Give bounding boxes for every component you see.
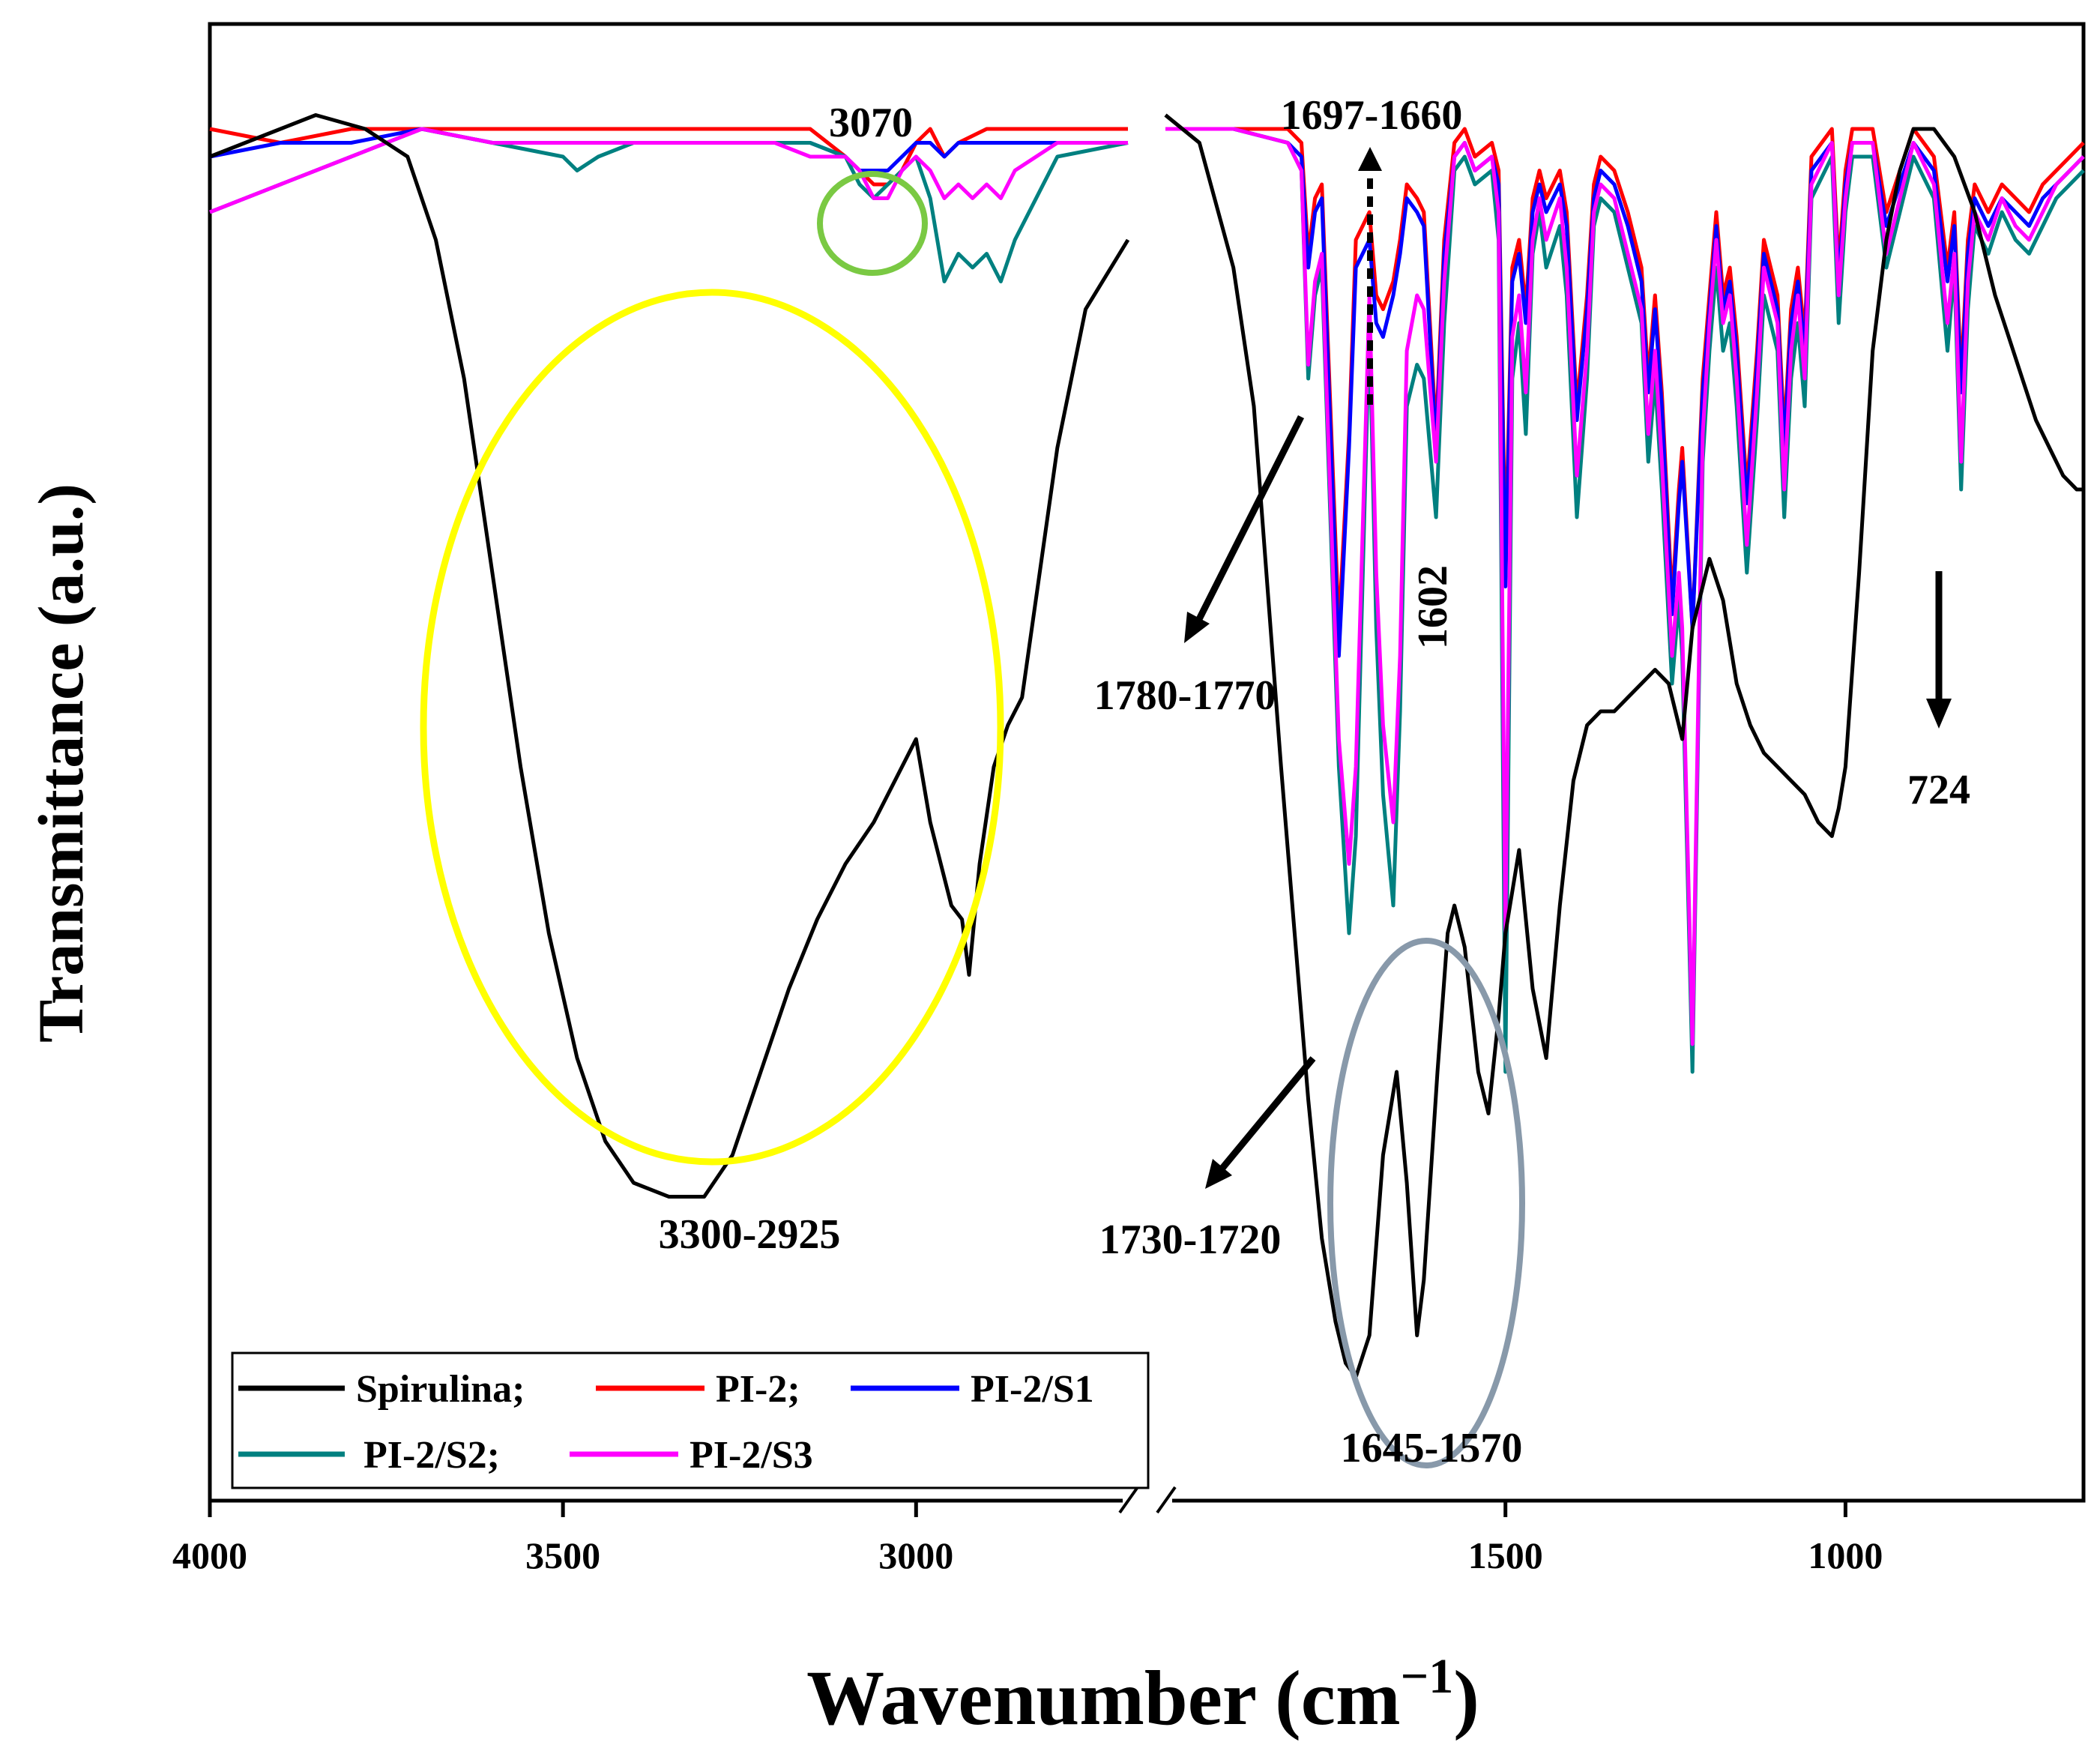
- label-1730-1720: 1730-1720: [1099, 1217, 1282, 1263]
- axis-break-mark-left: [1118, 1486, 1139, 1514]
- label-1780-1770: 1780-1770: [1094, 672, 1276, 719]
- annotation-ellipse-1645-1570: [1327, 938, 1525, 1468]
- x-tick-label-1500: 1500: [1468, 1534, 1543, 1576]
- arrow-head-1780-1770: [1184, 612, 1210, 643]
- x-axis-title: Wavenumber (cm−1): [806, 1649, 1479, 1741]
- annotation-ellipse-3300-2925: [420, 289, 1004, 1166]
- legend-label-spirulina: Spirulina;: [356, 1368, 525, 1411]
- series-pi-2-s3-segment-2: [1165, 127, 2085, 1046]
- legend-label-pi-2-s2: PI-2/S2;: [363, 1434, 500, 1477]
- series-spirulina-segment-2: [1164, 113, 2084, 1379]
- label-1645-1570: 1645-1570: [1341, 1425, 1523, 1471]
- arrow-head-1730-1720: [1205, 1159, 1232, 1189]
- series-layer: [209, 113, 2085, 1379]
- series-pi-2-s1-segment-1: [209, 127, 1128, 172]
- label-724: 724: [1907, 767, 1970, 813]
- label-3300-2925: 3300-2925: [659, 1211, 841, 1258]
- x-axis-title-close: ): [1453, 1655, 1479, 1741]
- series-pi-2-s2-segment-1: [209, 127, 1129, 283]
- label-1602: 1602: [1410, 565, 1456, 649]
- legend-label-pi-2-s3: PI-2/S3: [690, 1434, 813, 1477]
- legend: Spirulina; PI-2; PI-2/S1 PI-2/S2; PI-2/S…: [231, 1351, 1150, 1489]
- axis-break-mark-right: [1156, 1486, 1177, 1514]
- legend-box: [231, 1351, 1150, 1489]
- label-1697-1660: 1697-1660: [1281, 92, 1463, 139]
- x-tick-label-4000: 4000: [172, 1534, 247, 1576]
- arrow-1730-1720: [1217, 1056, 1316, 1173]
- series-pi-2-s3-segment-1: [209, 127, 1128, 214]
- x-ticks: 4000 3500 3000 1500 1000: [172, 1501, 1883, 1576]
- y-axis-title: Transmittance (a.u.): [25, 483, 97, 1043]
- series-spirulina-segment-1: [209, 113, 1130, 1199]
- annotation-circle-3070: [817, 171, 928, 276]
- arrow-1780-1770: [1194, 415, 1305, 624]
- x-tick-label-1000: 1000: [1808, 1534, 1883, 1576]
- arrow-head-1697-1660: [1358, 147, 1382, 171]
- x-axis-title-superscript: −1: [1401, 1649, 1454, 1704]
- label-3070: 3070: [829, 100, 913, 146]
- x-tick-label-3500: 3500: [525, 1534, 600, 1576]
- plot-frame: [208, 22, 2086, 1503]
- x-tick-label-3000: 3000: [878, 1534, 953, 1576]
- legend-label-pi-2: PI-2;: [716, 1368, 800, 1411]
- legend-label-pi-2-s1: PI-2/S1: [971, 1368, 1094, 1411]
- x-axis-title-main: Wavenumber (cm: [806, 1655, 1400, 1741]
- arrow-head-724: [1926, 699, 1952, 729]
